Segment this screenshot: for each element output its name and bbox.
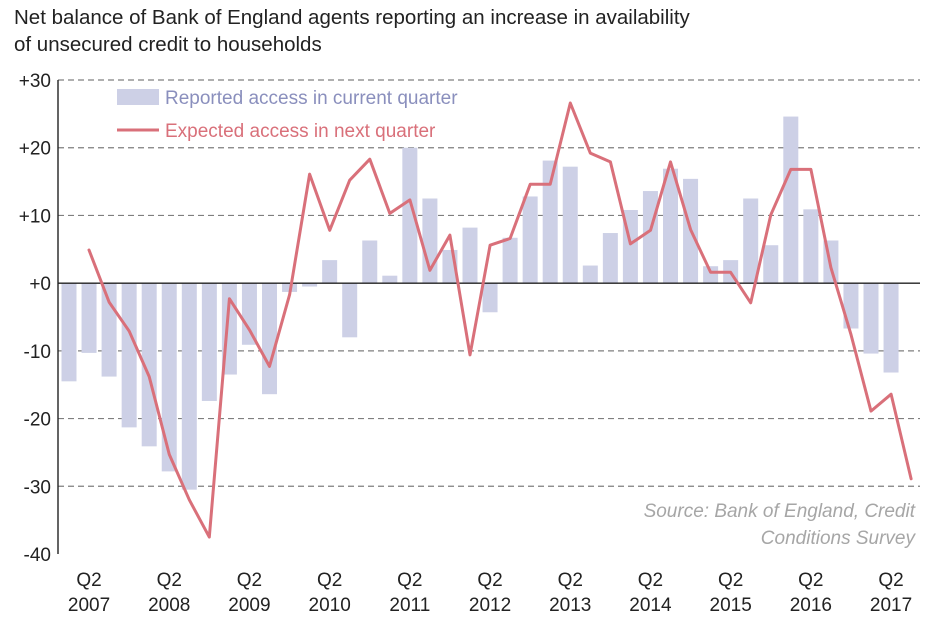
bar-reported <box>402 147 418 284</box>
x-tick-label-quarter: Q2 <box>878 570 903 591</box>
bar-series-reported-access <box>61 116 899 490</box>
y-tick-label: +0 <box>29 274 51 295</box>
x-tick-label-quarter: Q2 <box>558 570 583 591</box>
bar-reported <box>542 160 558 284</box>
y-tick-label: -10 <box>24 342 51 363</box>
source-annotation: Source: Bank of England, Credit Conditio… <box>644 501 917 549</box>
bar-reported <box>141 283 157 447</box>
y-tick-label: -40 <box>24 545 51 566</box>
bar-reported <box>201 283 217 401</box>
gridlines <box>58 79 920 487</box>
bar-reported <box>262 283 277 395</box>
x-tick-label-year: 2016 <box>790 595 832 616</box>
bar-reported <box>181 283 197 490</box>
x-tick-label-quarter: Q2 <box>638 570 663 591</box>
x-tick-label-quarter: Q2 <box>477 570 502 591</box>
bar-reported <box>703 266 719 284</box>
bar-reported <box>362 240 378 284</box>
bar-reported <box>863 283 879 354</box>
chart-title-line-1: Net balance of Bank of England agents re… <box>14 6 690 29</box>
x-tick-label-quarter: Q2 <box>798 570 823 591</box>
bar-reported <box>241 283 257 345</box>
x-tick-label-year: 2010 <box>309 595 351 616</box>
bar-reported <box>883 283 899 373</box>
y-tick-label: +10 <box>19 206 51 227</box>
bar-reported <box>322 260 338 284</box>
bar-reported <box>602 233 618 284</box>
bar-reported <box>342 283 358 338</box>
bar-reported <box>121 283 137 428</box>
bar-reported <box>522 196 538 284</box>
chart-title: Net balance of Bank of England agents re… <box>14 4 924 58</box>
axes <box>57 80 920 554</box>
line-series-expected-access <box>87 101 913 539</box>
bar-reported <box>382 275 398 284</box>
source-annotation-line-1: Source: Bank of England, Credit <box>644 501 916 522</box>
y-tick-labels: +30 +20 +10 +0 -10 -20 -30 -40 <box>19 71 51 566</box>
x-tick-label-year: 2008 <box>148 595 190 616</box>
x-tick-label-year: 2013 <box>549 595 591 616</box>
bar-reported <box>763 245 779 284</box>
y-tick-label: -30 <box>24 477 51 498</box>
bar-reported <box>582 265 598 284</box>
bar-reported <box>803 209 819 284</box>
y-tick-label: +30 <box>19 71 51 92</box>
bar-reported <box>663 168 678 284</box>
legend-label-expected: Expected access in next quarter <box>165 121 436 142</box>
bar-reported <box>161 283 177 472</box>
bar-reported <box>482 283 498 313</box>
x-tick-label-quarter: Q2 <box>718 570 743 591</box>
x-tick-label-year: 2011 <box>389 595 430 616</box>
bar-reported <box>462 227 478 284</box>
y-tick-label: +20 <box>19 139 51 160</box>
x-tick-label-quarter: Q2 <box>76 570 101 591</box>
bar-reported <box>81 283 97 353</box>
chart-title-line-2: of unsecured credit to households <box>14 33 322 56</box>
x-tick-labels: Q2 2007 Q2 2008 Q2 2009 Q2 2010 Q2 2011 Q2 2012 Q2 20… <box>68 570 912 616</box>
x-tick-label-quarter: Q2 <box>237 570 262 591</box>
x-tick-label-quarter: Q2 <box>317 570 342 591</box>
x-tick-label-year: 2012 <box>469 595 511 616</box>
source-annotation-line-2: Conditions Survey <box>761 528 917 549</box>
x-tick-label-quarter: Q2 <box>157 570 182 591</box>
bar-reported <box>101 283 117 377</box>
expected-access-line <box>87 101 913 539</box>
bar-reported <box>743 198 759 284</box>
bar-reported <box>562 166 578 284</box>
y-tick-label: -20 <box>24 410 51 431</box>
legend-swatch-bar <box>117 89 159 105</box>
legend-label-reported: Reported access in current quarter <box>165 88 458 109</box>
legend-item-expected: Expected access in next quarter <box>117 121 436 142</box>
x-tick-label-year: 2007 <box>68 595 110 616</box>
x-tick-label-year: 2015 <box>710 595 752 616</box>
bar-reported <box>302 283 318 287</box>
x-tick-label-year: 2009 <box>228 595 270 616</box>
x-tick-label-year: 2017 <box>870 595 912 616</box>
x-tick-label-quarter: Q2 <box>397 570 422 591</box>
bar-reported <box>502 237 518 284</box>
bar-reported <box>642 191 658 284</box>
legend-item-reported: Reported access in current quarter <box>117 88 458 109</box>
legend: Reported access in current quarter Expec… <box>117 88 458 142</box>
bar-reported <box>61 283 77 382</box>
bar-reported <box>783 116 799 284</box>
x-tick-label-year: 2014 <box>629 595 672 616</box>
